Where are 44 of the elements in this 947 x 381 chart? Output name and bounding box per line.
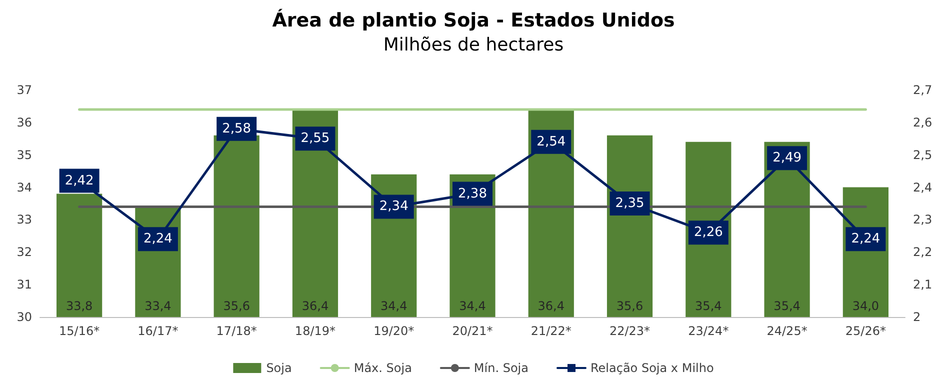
y-tick-label: 32 xyxy=(16,245,32,260)
x-tick-label: 21/22* xyxy=(530,324,572,338)
x-tick-label: 17/18* xyxy=(216,324,257,338)
y2-tick-label: 2,1 xyxy=(913,278,932,292)
y-tick-label: 31 xyxy=(16,278,32,292)
legend-label: Mín. Soja xyxy=(474,361,528,375)
data-label: 36,4 xyxy=(538,299,564,313)
y-tick-label: 30 xyxy=(16,310,32,324)
legend-label: Relação Soja x Milho xyxy=(590,361,714,375)
y2-tick-label: 2,2 xyxy=(913,245,932,260)
data-label: 36,4 xyxy=(302,299,329,313)
y2-tick-label: 2 xyxy=(913,310,921,324)
legend-label: Soja xyxy=(266,361,292,375)
x-tick-label: 23/24* xyxy=(688,324,729,338)
y2-tick-label: 2,3 xyxy=(913,212,932,227)
x-tick-label: 16/17* xyxy=(138,324,178,338)
x-tick-label: 25/26* xyxy=(845,324,886,338)
y2-tick-label: 2,6 xyxy=(913,115,932,130)
data-label: 33,4 xyxy=(144,299,172,313)
y-tick-label: 35 xyxy=(16,148,32,162)
data-label: 33,8 xyxy=(66,299,93,313)
y-tick-label: 36 xyxy=(16,115,32,130)
y-tick-label: 34 xyxy=(16,180,32,194)
x-tick-label: 22/23* xyxy=(609,324,650,338)
data-label: 35,4 xyxy=(774,299,800,313)
data-label: 34,4 xyxy=(380,299,408,313)
x-tick-label: 18/19* xyxy=(294,324,336,338)
x-tick-label: 24/25* xyxy=(766,324,808,338)
data-label: 34,4 xyxy=(459,299,486,313)
data-label: 35,4 xyxy=(695,299,722,313)
y2-tick-label: 2,4 xyxy=(913,180,932,194)
chart-subtitle: Milhões de hectares xyxy=(383,34,564,56)
y2-tick-label: 2,5 xyxy=(913,148,932,162)
legend-label: Máx. Soja xyxy=(354,361,412,375)
data-label: 35,6 xyxy=(223,299,250,313)
chart-title: Área de plantio Soja - Estados Unidos xyxy=(272,8,675,32)
y-tick-label: 37 xyxy=(16,83,32,97)
y2-tick-label: 2,7 xyxy=(913,83,932,97)
data-label: 34,0 xyxy=(852,299,880,313)
x-tick-label: 20/21* xyxy=(452,324,493,338)
x-tick-label: 15/16* xyxy=(59,324,100,338)
x-tick-label: 19/20* xyxy=(374,324,414,338)
data-label: 35,6 xyxy=(616,299,644,313)
y-tick-label: 33 xyxy=(16,212,32,227)
